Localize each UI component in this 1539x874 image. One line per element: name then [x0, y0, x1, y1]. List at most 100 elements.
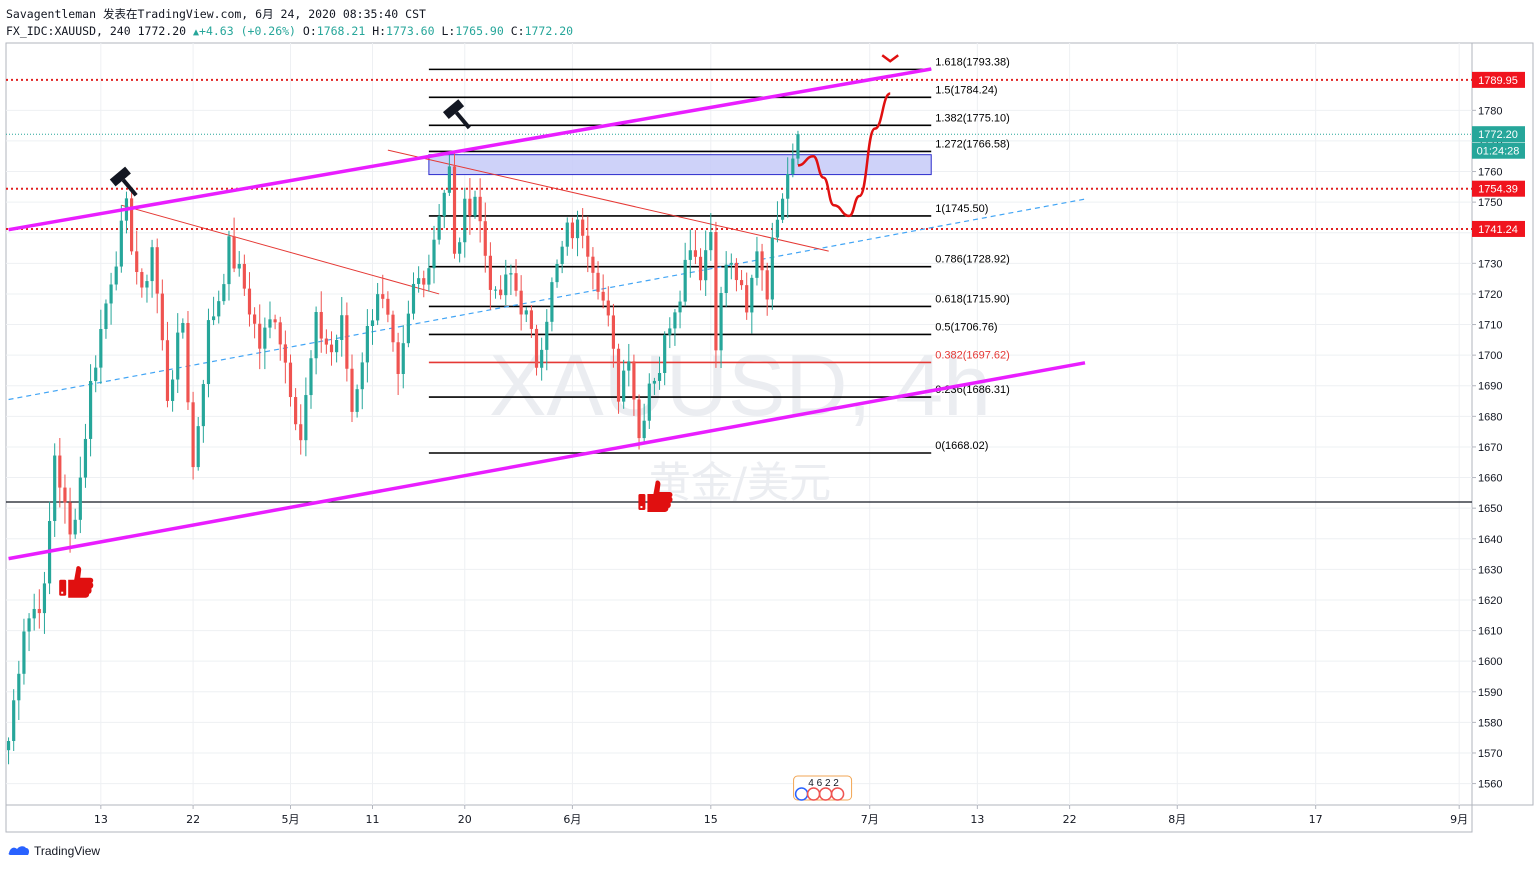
- candle-body: [775, 219, 780, 238]
- price-tag-label: 1741.24: [1478, 224, 1518, 236]
- price-channel[interactable]: [8, 67, 1086, 561]
- price-tick-label: 1610: [1478, 626, 1502, 638]
- thumb-cuff: [638, 494, 646, 511]
- interval-label[interactable]: 240: [109, 24, 131, 38]
- hammer-icon[interactable]: [442, 99, 477, 134]
- candle-body: [463, 198, 467, 243]
- candle-body: [509, 273, 513, 275]
- time-tick-label: 7月: [861, 813, 879, 826]
- candle-body: [6, 740, 11, 751]
- tradingview-logo-icon: [8, 846, 30, 855]
- fib-level-label: 0.618(1715.90): [935, 293, 1010, 305]
- candle-body: [750, 277, 754, 313]
- candlestick-series: [6, 130, 800, 765]
- fib-level-label: 0(1668.02): [935, 440, 988, 452]
- forecast-path[interactable]: [797, 92, 891, 218]
- candle-body: [273, 319, 277, 323]
- price-axis[interactable]: [1471, 42, 1534, 806]
- fib-level-label: 0.786(1728.92): [935, 254, 1010, 266]
- candle-body: [427, 268, 431, 285]
- candle-body: [171, 379, 175, 401]
- time-axis[interactable]: [5, 804, 1473, 833]
- time-tick-label: 22: [1063, 813, 1077, 826]
- candle-body: [422, 278, 426, 285]
- price-tick-label: 1590: [1478, 687, 1502, 699]
- candle-body: [647, 383, 651, 421]
- fib-level-label: 1(1745.50): [935, 203, 988, 215]
- forecast-curve[interactable]: [797, 92, 891, 218]
- candle-body: [473, 196, 477, 216]
- candle-body: [258, 323, 262, 349]
- price-tag-label: 1772.20: [1478, 129, 1518, 141]
- candle-body: [411, 283, 416, 314]
- candle-body: [391, 314, 395, 343]
- thumb-dot: [640, 506, 643, 509]
- candle-body: [565, 222, 569, 247]
- channel-upper-line[interactable]: [8, 67, 932, 232]
- price-tick-label: 1690: [1478, 381, 1502, 393]
- candle-body: [591, 256, 595, 273]
- chart-markers[interactable]: 4 6 2 2: [59, 54, 899, 801]
- price-tick-label: 1600: [1478, 656, 1502, 668]
- arrow-marker-icon[interactable]: [881, 54, 899, 63]
- candle-body: [135, 251, 139, 273]
- horizontal-lines[interactable]: [6, 78, 1472, 503]
- footer-brand[interactable]: TradingView: [8, 844, 100, 858]
- thumbs-up-icon[interactable]: [59, 566, 94, 598]
- hammer-handle: [121, 178, 138, 197]
- candle-body: [683, 259, 687, 302]
- candle-body: [176, 332, 180, 380]
- fib-level-label: 1.382(1775.10): [935, 112, 1010, 124]
- candle-body: [227, 236, 231, 285]
- candle-body: [181, 322, 185, 333]
- candle-body: [652, 380, 657, 384]
- events-badge[interactable]: 4 6 2 2: [793, 775, 853, 801]
- candle-body: [678, 301, 682, 313]
- candle-body: [340, 315, 344, 340]
- high-label: H:: [372, 24, 387, 38]
- open-label: O:: [302, 24, 317, 38]
- resistance-zone[interactable]: [428, 154, 932, 176]
- candle-body: [381, 294, 385, 299]
- candle-body: [237, 263, 241, 269]
- candle-body: [365, 326, 369, 363]
- candle-body: [534, 328, 539, 368]
- candle-body: [524, 310, 528, 315]
- candle-body: [770, 237, 774, 300]
- publisher-name[interactable]: Savagentleman: [6, 7, 97, 21]
- close-label: C:: [510, 24, 525, 38]
- symbol-label[interactable]: FX_IDC:XAUUSD,: [6, 24, 103, 38]
- candle-body: [99, 328, 103, 368]
- candle-body: [114, 266, 118, 285]
- candle-body: [739, 280, 744, 286]
- candle-body: [217, 301, 221, 317]
- candle-body: [314, 312, 318, 359]
- channel-lower-line[interactable]: [8, 361, 1086, 561]
- price-tag-red: [1472, 180, 1525, 197]
- price-tick-label: 1730: [1478, 258, 1502, 270]
- candle-body: [688, 250, 692, 260]
- candle-body: [27, 618, 31, 632]
- trend-line-red[interactable]: [121, 204, 440, 295]
- price-tags: 1789.95 1772.20 01:24:28 1754.39 1741.24: [1472, 71, 1525, 237]
- candle-body: [586, 235, 590, 257]
- trend-line-red[interactable]: [387, 149, 829, 252]
- candle-body: [319, 312, 323, 339]
- candle-body: [786, 174, 790, 199]
- hammer-head: [442, 99, 465, 120]
- candle-body: [288, 362, 293, 398]
- price-tick-label: 1780: [1478, 105, 1502, 117]
- hammer-icon[interactable]: [109, 166, 144, 202]
- price-tick-label: 1670: [1478, 442, 1502, 454]
- price-tag-red: [1472, 220, 1525, 237]
- price-tick-label: 1650: [1478, 503, 1502, 515]
- candle-body: [376, 294, 380, 321]
- resistance-zone-box[interactable]: [428, 154, 932, 176]
- thumb-cuff: [59, 579, 67, 596]
- fib-level-label: 1.272(1766.58): [935, 138, 1010, 150]
- candle-body: [186, 322, 190, 403]
- candle-body: [263, 327, 267, 349]
- thumbs-up-icon[interactable]: [638, 480, 673, 513]
